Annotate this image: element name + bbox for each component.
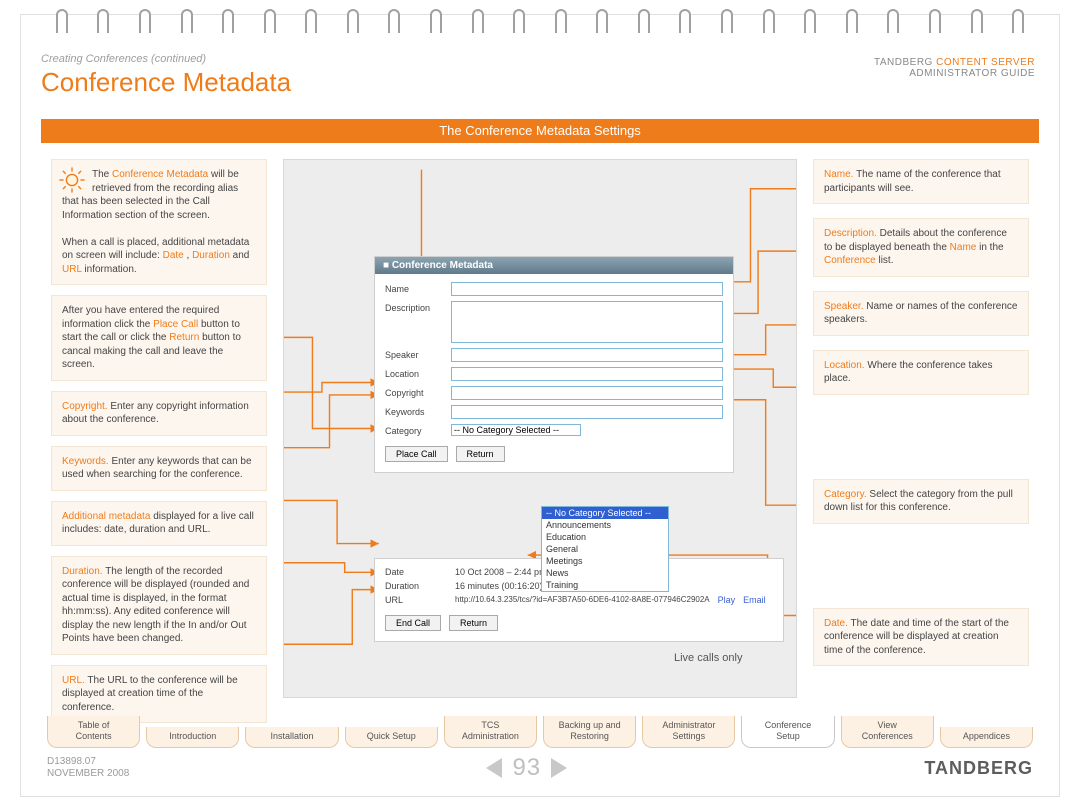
next-page-arrow-icon[interactable] [551,758,567,778]
end-call-button[interactable]: End Call [385,615,441,631]
lightbulb-icon [58,166,86,194]
play-link[interactable]: Play [718,595,736,605]
section-title: The Conference Metadata Settings [41,119,1039,143]
live-url-value: http://10.64.3.235/tcs/?id=AF3B7A50-6DE6… [455,595,710,605]
place-call-button[interactable]: Place Call [385,446,448,462]
callout-copyright: Copyright. Enter any copyright informati… [51,391,267,436]
tab-0[interactable]: Table ofContents [47,716,140,748]
page-number: 93 [512,754,541,782]
label-speaker: Speaker [385,348,443,360]
tab-2[interactable]: Installation [245,727,338,748]
label-copyright: Copyright [385,386,443,398]
live-duration-label: Duration [385,581,455,591]
label-description: Description [385,301,443,313]
callout-category: Category. Select the category from the p… [813,479,1029,524]
brand-line2: ADMINISTRATOR GUIDE [909,68,1035,79]
callout-name: Name. The name of the conference that pa… [813,159,1029,204]
return-button-2[interactable]: Return [449,615,498,631]
callout-intro: The Conference Metadata will be retrieve… [51,159,267,285]
spiral-binding [41,9,1039,41]
tab-6[interactable]: AdministratorSettings [642,716,735,748]
label-category: Category [385,424,443,436]
content: The Conference Metadata will be retrieve… [41,145,1039,712]
left-callouts: The Conference Metadata will be retrieve… [51,159,267,723]
tab-5[interactable]: Backing up andRestoring [543,716,636,748]
input-description[interactable] [451,301,723,343]
live-url-label: URL [385,595,455,605]
conference-metadata-form: Conference Metadata Name Description Spe… [374,256,734,473]
input-name[interactable] [451,282,723,296]
label-location: Location [385,367,443,379]
prev-page-arrow-icon[interactable] [486,758,502,778]
category-option[interactable]: -- No Category Selected -- [542,507,668,519]
tab-3[interactable]: Quick Setup [345,727,438,748]
brand-accent: CONTENT SERVER [936,57,1035,68]
diagram-area: Conference Metadata Name Description Spe… [283,159,797,698]
brand-line1: TANDBERG [874,57,933,68]
callout-speaker: Speaker. Name or names of the conference… [813,291,1029,336]
callout-url: URL. The URL to the conference will be d… [51,665,267,724]
callout-placecall: After you have entered the required info… [51,295,267,381]
category-option[interactable]: News [542,567,668,579]
callout-description: Description. Details about the conferenc… [813,218,1029,277]
select-category[interactable]: -- No Category Selected -- [451,424,581,436]
label-name: Name [385,282,443,294]
callout-date: Date. The date and time of the start of … [813,608,1029,667]
category-option[interactable]: Training [542,579,668,591]
page: Creating Conferences (continued) Confere… [20,14,1060,797]
chapter-tabs: Table ofContents Introduction Installation… [47,718,1033,748]
callout-location: Location. Where the conference takes pla… [813,350,1029,395]
brand-logo: TANDBERG [924,758,1033,779]
doc-id: D13898.07 NOVEMBER 2008 [47,756,129,780]
category-option[interactable]: Announcements [542,519,668,531]
input-location[interactable] [451,367,723,381]
tab-9[interactable]: Appendices [940,727,1033,748]
return-button[interactable]: Return [456,446,505,462]
callout-additional: Additional metadata displayed for a live… [51,501,267,546]
input-speaker[interactable] [451,348,723,362]
pager: 93 [486,754,567,782]
input-keywords[interactable] [451,405,723,419]
footer: D13898.07 NOVEMBER 2008 93 TANDBERG [47,754,1033,782]
form-titlebar: Conference Metadata [375,257,733,274]
live-duration-value: 16 minutes (00:16:20) [455,581,543,591]
live-caption: Live calls only [674,652,742,664]
callout-duration: Duration. The length of the recorded con… [51,556,267,655]
label-keywords: Keywords [385,405,443,417]
callout-keywords: Keywords. Enter any keywords that can be… [51,446,267,491]
live-date-label: Date [385,567,455,577]
category-dropdown-open[interactable]: -- No Category Selected --AnnouncementsE… [541,506,669,592]
category-option[interactable]: Meetings [542,555,668,567]
input-copyright[interactable] [451,386,723,400]
category-option[interactable]: Education [542,531,668,543]
tab-4[interactable]: TCSAdministration [444,716,537,748]
email-link[interactable]: Email [743,595,766,605]
tab-7[interactable]: ConferenceSetup [741,716,834,748]
tab-1[interactable]: Introduction [146,727,239,748]
right-callouts: Name. The name of the conference that pa… [813,159,1029,666]
live-date-value: 10 Oct 2008 – 2:44 pm [455,567,547,577]
brand-strip: TANDBERG CONTENT SERVER ADMINISTRATOR GU… [874,57,1035,79]
category-option[interactable]: General [542,543,668,555]
tab-8[interactable]: ViewConferences [841,716,934,748]
